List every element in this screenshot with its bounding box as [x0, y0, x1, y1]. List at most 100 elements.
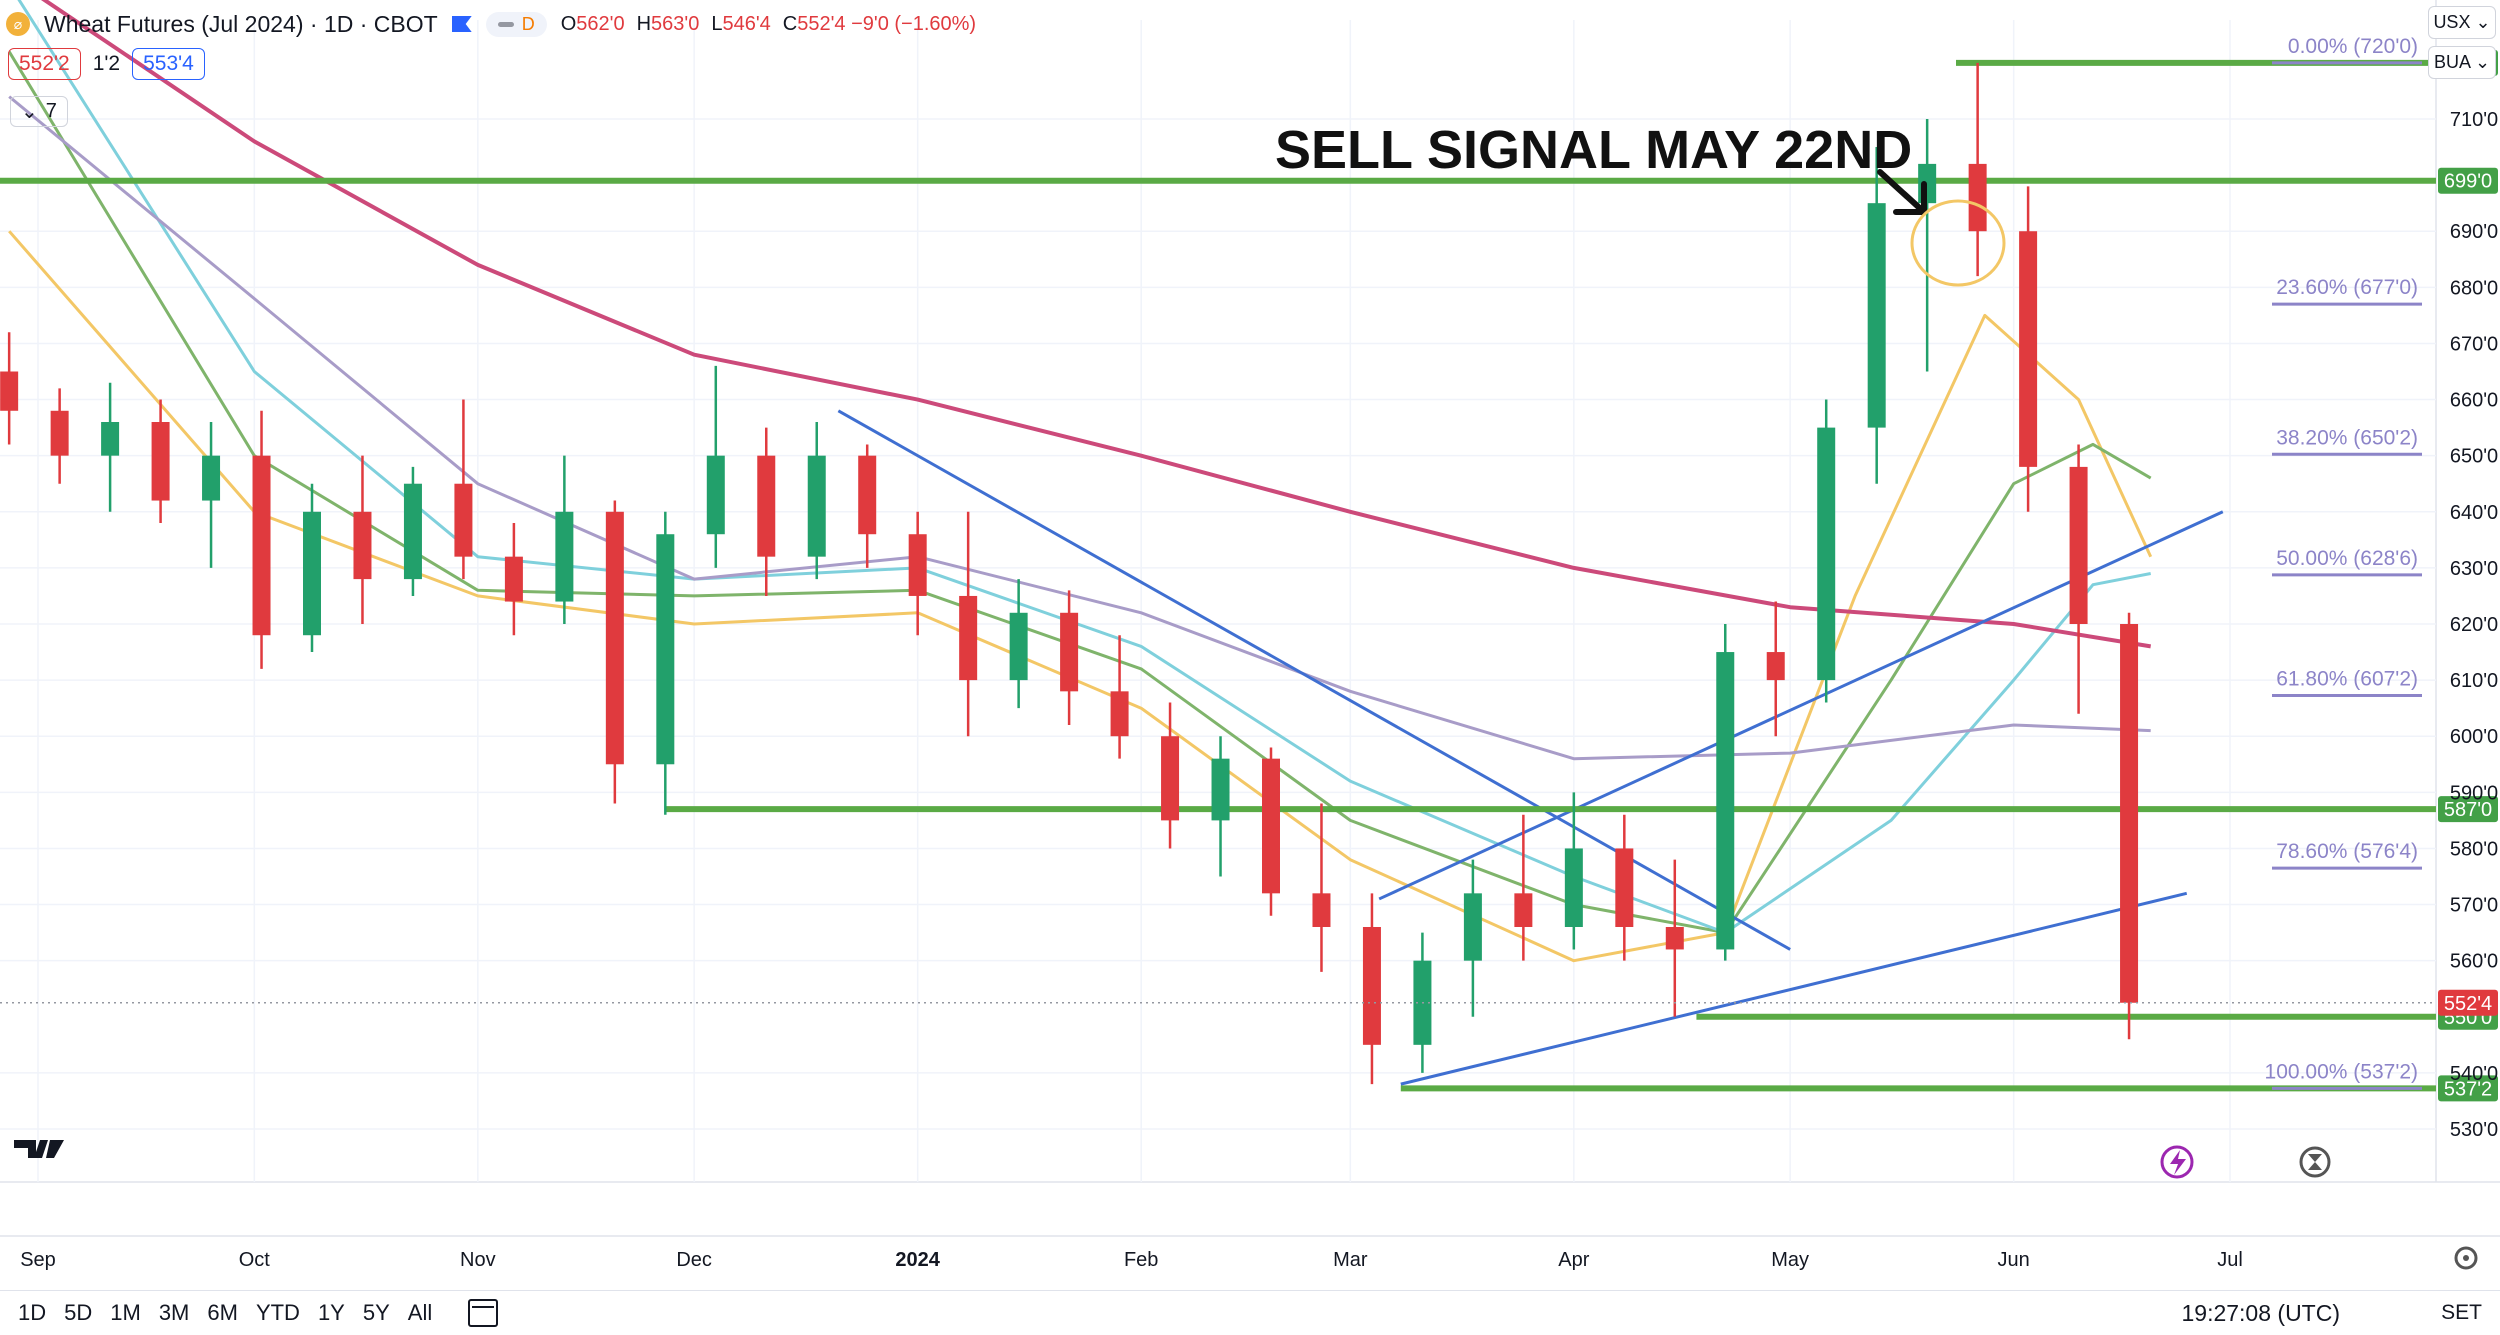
candle-body: [101, 422, 120, 456]
price-tick-label: 590'0: [2450, 782, 2498, 804]
candle-body: [2069, 466, 2088, 624]
candle-body: [555, 511, 574, 602]
annotation-arrow: [1877, 169, 1927, 215]
buy-button[interactable]: 553'4: [132, 48, 205, 80]
candle-body: [1362, 927, 1381, 1045]
last-price-line: 552'4: [0, 989, 2498, 1016]
time-tick-label: Sep: [20, 1249, 56, 1271]
price-tick-label: 640'0: [2450, 502, 2498, 524]
fib-level-label: 23.60% (677'0): [2276, 276, 2418, 299]
calendar-icon[interactable]: [468, 1299, 499, 1327]
candle-body: [504, 556, 523, 602]
timeframe-1y[interactable]: 1Y: [317, 1300, 345, 1325]
candle-body: [1817, 427, 1836, 681]
fib-level-label: 50.00% (628'6): [2276, 547, 2418, 570]
fib-level-label: 38.20% (650'2): [2276, 426, 2418, 449]
high-key: H: [636, 12, 652, 35]
candle-body: [1060, 612, 1079, 692]
sell-signal-circle: [1910, 199, 2006, 287]
timeframe-6m[interactable]: 6M: [207, 1300, 238, 1325]
close-value: 552'4 −9'0 (−1.60%): [797, 12, 977, 35]
price-tick-label: 650'0: [2450, 446, 2498, 468]
candle-body: [1665, 927, 1684, 950]
chart-header: ⌀ Wheat Futures (Jul 2024) · 1D · CBOT D…: [6, 6, 976, 42]
price-tick-label: 600'0: [2450, 726, 2498, 748]
price-tick-label: 530'0: [2450, 1119, 2498, 1141]
candle-body: [1009, 612, 1028, 681]
open-value: 562'0: [576, 12, 625, 35]
candle-body: [1564, 848, 1583, 927]
candle-body: [1110, 691, 1129, 737]
trade-buttons: 552'2 1'2 553'4: [8, 48, 205, 80]
timeframe-1m[interactable]: 1M: [110, 1300, 141, 1325]
level-price-label: 587'0: [2444, 799, 2492, 821]
low-value: 546'4: [722, 12, 771, 35]
price-tick-label: 540'0: [2450, 1063, 2498, 1085]
fib-level-label: 100.00% (537'2): [2265, 1060, 2418, 1083]
lightning-icon[interactable]: [2160, 1145, 2194, 1179]
unit-selector[interactable]: BUA ⌄: [2428, 46, 2496, 79]
indicators-count: 7: [45, 100, 57, 122]
timeframe-1d[interactable]: 1D: [18, 1300, 47, 1325]
candle-body: [1766, 652, 1785, 681]
moving-averages: [7, 0, 2153, 963]
bottom-toolbar: 1D 5D 1M 3M 6M YTD 1Y 5Y All 19:27:08 (U…: [0, 1290, 2500, 1335]
time-tick-label: Oct: [239, 1249, 271, 1271]
timeframe-5y[interactable]: 5Y: [362, 1300, 390, 1325]
unit-label: BUA: [2433, 52, 2470, 72]
candle-body: [807, 455, 826, 557]
high-value: 563'0: [651, 12, 700, 35]
price-tick-label: 620'0: [2450, 614, 2498, 636]
candle-body: [1615, 848, 1634, 927]
session-settings[interactable]: SET: [2441, 1301, 2482, 1324]
candle-body: [1716, 652, 1735, 950]
sell-button[interactable]: 552'2: [8, 48, 81, 80]
candle-body: [959, 595, 978, 681]
time-tick-label: Apr: [1558, 1249, 1589, 1271]
chevron-down-icon: ⌄: [21, 101, 38, 123]
time-tick-label: Mar: [1333, 1249, 1368, 1271]
last-price-tag: [2438, 989, 2498, 1016]
flag-icon[interactable]: [451, 16, 472, 32]
candle-body: [757, 455, 776, 557]
indicators-toggle[interactable]: ⌄ 7: [10, 96, 68, 127]
level-price-tag: [2438, 167, 2498, 194]
trendline: [1378, 510, 2224, 901]
wheat-symbol-icon: ⌀: [6, 12, 30, 36]
candle-body: [202, 455, 221, 501]
replay-icon[interactable]: [2299, 1146, 2331, 1178]
time-axis[interactable]: Sep Oct Nov Dec 2024 Feb Mar Apr May Jun Jul: [20, 1249, 2243, 1271]
market-status-pill[interactable]: D: [485, 11, 547, 37]
candle-body: [605, 511, 624, 765]
candle-body: [908, 534, 927, 596]
fibonacci-retracement: 0.00% (720'0) 23.60% (677'0) 38.20% (650'2…: [2265, 35, 2422, 1090]
candle-body: [1918, 163, 1937, 204]
currency-label: USX: [2433, 12, 2471, 32]
symbol-title[interactable]: Wheat Futures (Jul 2024) · 1D · CBOT: [44, 10, 438, 37]
utc-clock[interactable]: 19:27:08 (UTC): [2181, 1299, 2340, 1326]
chart-grid: [0, 0, 2500, 1237]
timeframe-all[interactable]: All: [407, 1300, 433, 1325]
price-axis[interactable]: 710'0 690'0 680'0 670'0 660'0 650'0 640'0 630'0…: [2450, 109, 2498, 1141]
timeframe-ytd[interactable]: YTD: [255, 1300, 300, 1325]
time-tick-label: Dec: [676, 1249, 712, 1271]
time-tick-label: Jun: [1998, 1249, 2030, 1271]
open-key: O: [560, 12, 577, 35]
ohlc-readout: O562'0 H563'0 L546'4 C552'4 −9'0 (−1.60%…: [561, 13, 976, 36]
moving-average-line: [7, 50, 2152, 935]
timeframe-3m[interactable]: 3M: [158, 1300, 190, 1325]
candle-body: [1161, 736, 1180, 821]
candle-body: [2019, 231, 2038, 467]
price-tick-label: 710'0: [2450, 109, 2498, 131]
timeframe-5d[interactable]: 5D: [64, 1300, 93, 1325]
settings-gear-icon[interactable]: [2454, 1246, 2478, 1270]
candle-body: [252, 455, 271, 636]
level-price-tag: [2438, 1075, 2498, 1102]
time-tick-label: May: [1771, 1249, 1809, 1271]
candle-body: [1514, 893, 1533, 927]
dash-icon: [497, 21, 514, 27]
currency-selector[interactable]: USX ⌄: [2428, 6, 2496, 39]
candle-body: [151, 422, 170, 501]
